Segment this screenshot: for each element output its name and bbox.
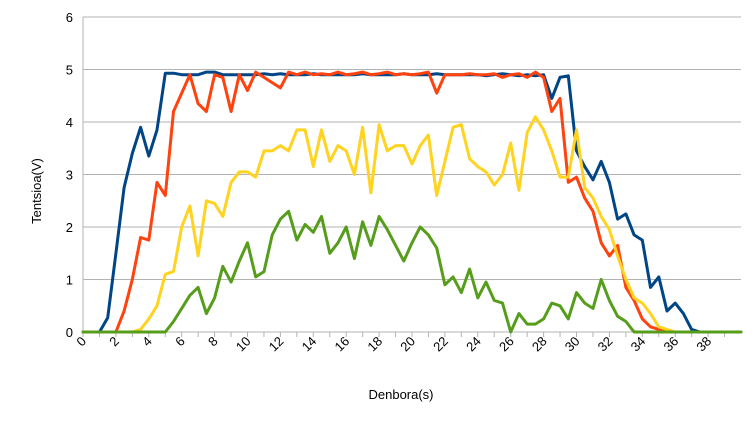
x-tick-label-6: 6 <box>172 334 188 350</box>
x-tick-label-38: 38 <box>693 334 714 355</box>
x-tick-label-16: 16 <box>331 334 352 355</box>
x-axis-title: Denbora(s) <box>368 387 433 402</box>
x-tick-label-4: 4 <box>139 334 155 350</box>
axes <box>82 17 741 337</box>
x-tick-label-26: 26 <box>496 334 517 355</box>
x-tick-label-18: 18 <box>364 334 385 355</box>
series-line-1 <box>81 70 743 334</box>
x-tick-label-24: 24 <box>463 334 484 355</box>
series-line-2 <box>81 70 743 334</box>
x-tick-label-20: 20 <box>397 334 418 355</box>
x-tick-label-30: 30 <box>562 334 583 355</box>
x-tick-label-14: 14 <box>299 334 320 355</box>
y-tick-label-0: 0 <box>66 325 73 340</box>
x-tick-label-12: 12 <box>266 334 287 355</box>
x-tick-label-28: 28 <box>529 334 550 355</box>
series-lines <box>81 70 743 334</box>
x-tick-label-0: 0 <box>73 334 89 350</box>
y-tick-labels: 0 1 2 3 4 5 6 <box>66 10 73 340</box>
x-tick-label-8: 8 <box>205 334 221 350</box>
y-tick-label-3: 3 <box>66 168 73 183</box>
y-tick-label-5: 5 <box>66 63 73 78</box>
x-tick-label-34: 34 <box>628 334 649 355</box>
y-tick-label-1: 1 <box>66 273 73 288</box>
x-tick-label-2: 2 <box>106 334 122 350</box>
y-axis-title: Tentsioa(V) <box>29 158 44 224</box>
series-line-3 <box>81 115 743 334</box>
x-tick-label-36: 36 <box>660 334 681 355</box>
x-tick-label-32: 32 <box>595 334 616 355</box>
y-tick-label-4: 4 <box>66 115 73 130</box>
series-line-4 <box>81 209 743 334</box>
y-tick-label-6: 6 <box>66 10 73 25</box>
x-tick-label-22: 22 <box>430 334 451 355</box>
x-tick-label-10: 10 <box>233 334 254 355</box>
y-tick-label-2: 2 <box>66 220 73 235</box>
x-tick-labels: 0 2 4 6 8 10 12 14 16 18 20 22 24 26 28 30 32 34 36 38 <box>73 334 714 355</box>
